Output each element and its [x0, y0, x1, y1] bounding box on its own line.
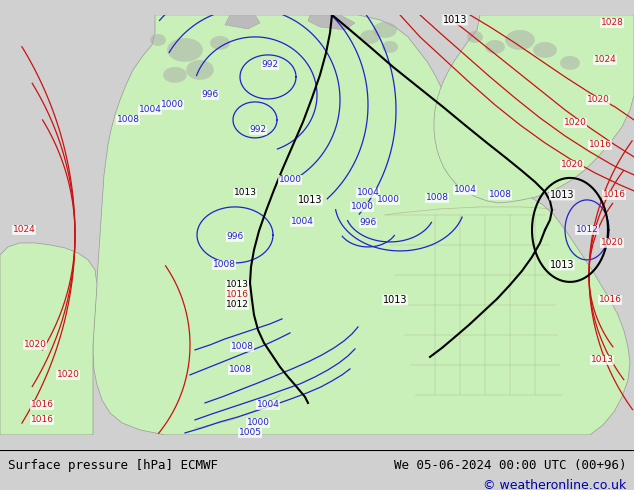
Text: 1020: 1020 — [564, 119, 586, 127]
Text: 1004: 1004 — [257, 400, 280, 410]
Text: 1000: 1000 — [377, 196, 399, 204]
Text: 1005: 1005 — [238, 428, 261, 438]
Text: 1013: 1013 — [550, 190, 574, 200]
Polygon shape — [434, 15, 634, 203]
Text: 1013: 1013 — [590, 355, 614, 365]
Text: 1020: 1020 — [586, 96, 609, 104]
Polygon shape — [210, 36, 230, 50]
Text: 1020: 1020 — [56, 370, 79, 379]
Polygon shape — [167, 38, 203, 62]
Polygon shape — [467, 31, 483, 43]
Text: 1013: 1013 — [383, 295, 407, 305]
Text: 1004: 1004 — [139, 105, 162, 114]
Text: 1020: 1020 — [560, 160, 583, 170]
Text: 1008: 1008 — [425, 194, 448, 202]
Text: 1013: 1013 — [226, 280, 249, 290]
Text: 1004: 1004 — [290, 218, 313, 226]
Text: 1016: 1016 — [30, 416, 53, 424]
Text: 996: 996 — [226, 232, 243, 242]
Text: 1012: 1012 — [576, 225, 598, 234]
Text: 1016: 1016 — [588, 141, 612, 149]
Text: 1000: 1000 — [160, 100, 183, 109]
Text: 1004: 1004 — [356, 189, 379, 197]
Text: 992: 992 — [261, 60, 278, 70]
Text: 1013: 1013 — [550, 260, 574, 270]
Text: 1000: 1000 — [278, 175, 302, 184]
Text: © weatheronline.co.uk: © weatheronline.co.uk — [483, 480, 626, 490]
Text: 1016: 1016 — [30, 400, 53, 410]
Polygon shape — [382, 41, 398, 53]
Text: 1024: 1024 — [13, 225, 36, 234]
Text: Surface pressure [hPa] ECMWF: Surface pressure [hPa] ECMWF — [8, 460, 217, 472]
Text: 1013: 1013 — [298, 195, 322, 205]
Text: 992: 992 — [249, 125, 266, 134]
Text: 996: 996 — [202, 91, 219, 99]
Text: 1012: 1012 — [226, 300, 249, 309]
Text: 996: 996 — [359, 219, 377, 227]
Text: 1013: 1013 — [233, 189, 257, 197]
Polygon shape — [93, 15, 630, 435]
Polygon shape — [485, 40, 505, 54]
Polygon shape — [150, 34, 166, 46]
Text: 1024: 1024 — [593, 55, 616, 64]
Text: 1008: 1008 — [212, 260, 235, 270]
Polygon shape — [308, 15, 355, 30]
Polygon shape — [360, 30, 380, 44]
Text: 1020: 1020 — [600, 239, 623, 247]
Polygon shape — [560, 56, 580, 70]
Text: 1008: 1008 — [231, 343, 254, 351]
Polygon shape — [505, 30, 535, 50]
Polygon shape — [373, 22, 397, 38]
Text: 1013: 1013 — [443, 15, 467, 25]
Text: 1020: 1020 — [23, 341, 46, 349]
Text: 1016: 1016 — [602, 191, 626, 199]
Text: 1008: 1008 — [228, 366, 252, 374]
Polygon shape — [186, 60, 214, 80]
Text: 1028: 1028 — [600, 19, 623, 27]
Text: 1004: 1004 — [453, 185, 476, 195]
Polygon shape — [225, 15, 260, 29]
Text: 1000: 1000 — [351, 202, 373, 211]
Text: 1016: 1016 — [598, 295, 621, 304]
Polygon shape — [163, 67, 187, 83]
Polygon shape — [533, 42, 557, 58]
Text: We 05-06-2024 00:00 UTC (00+96): We 05-06-2024 00:00 UTC (00+96) — [394, 460, 626, 472]
Polygon shape — [0, 243, 97, 435]
Text: 1016: 1016 — [226, 291, 249, 299]
Text: 1008: 1008 — [489, 191, 512, 199]
Text: 1000: 1000 — [247, 418, 269, 427]
Text: 1008: 1008 — [117, 116, 139, 124]
